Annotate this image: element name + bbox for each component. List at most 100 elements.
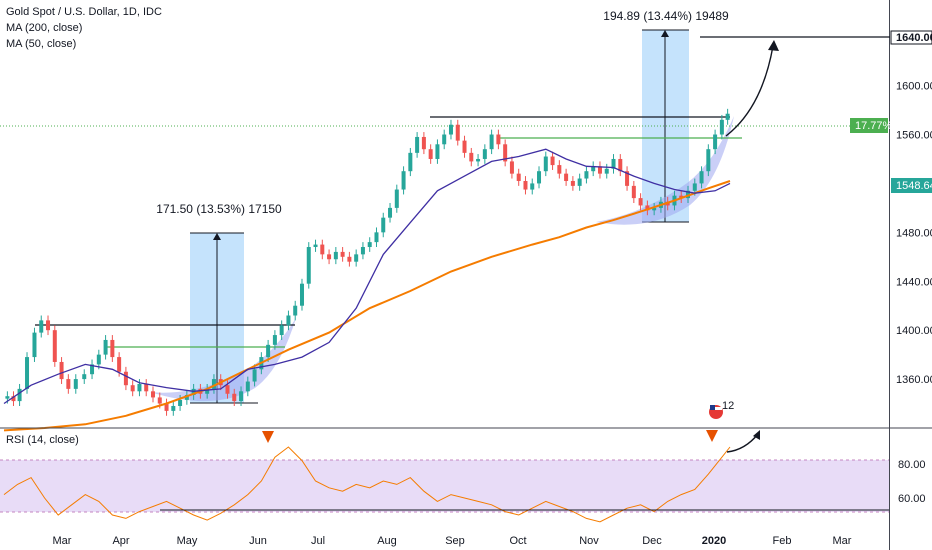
candle-body (523, 180, 528, 190)
candle-body (577, 178, 582, 186)
candle-body (435, 144, 440, 159)
candle-body (17, 388, 22, 402)
candle-body (719, 119, 724, 135)
candle-body (252, 369, 257, 382)
time-tick-label: Mar (833, 535, 852, 547)
time-tick-label: May (177, 535, 198, 547)
pct-tag: 17.77% (850, 118, 893, 133)
time-axis[interactable]: Mar Apr May Jun Jul Aug Sep Oct Nov Dec 2020 Feb Mar (53, 535, 852, 547)
event-marker[interactable]: 12 (709, 400, 734, 419)
candle-body (489, 134, 494, 150)
time-tick-label: Oct (509, 535, 526, 547)
candle-body (286, 315, 291, 326)
candle-body (476, 158, 481, 162)
candle-body (232, 393, 237, 402)
candle-body (455, 124, 460, 141)
candle-body (550, 156, 555, 166)
candle-body (631, 185, 636, 199)
candle-body (171, 405, 176, 411)
candle-body (421, 136, 426, 150)
candle-body (25, 357, 30, 389)
rsi-band (0, 460, 889, 512)
candle-body (428, 149, 433, 159)
rsi-axis[interactable]: 60.00 80.00 (898, 459, 926, 505)
candle-body (381, 217, 386, 233)
candle-body (367, 242, 372, 248)
rsi-tick-label: 60.00 (898, 493, 926, 505)
candle-body (503, 144, 508, 162)
candle-body (327, 254, 332, 260)
candle-body (90, 364, 95, 375)
candle-body (110, 339, 115, 358)
candle-body (123, 371, 128, 386)
candle-body (347, 256, 352, 262)
time-tick-label: Sep (445, 535, 465, 547)
range-label-1: 171.50 (13.53%) 17150 (156, 202, 282, 216)
price-axis[interactable]: 1360.001400.001440.001480.001520.001560.… (896, 32, 932, 386)
candle-body (543, 156, 548, 172)
candle-body (401, 171, 406, 190)
ma50-legend: MA (50, close) (6, 38, 77, 50)
event-count: 12 (722, 400, 734, 412)
candle-body (360, 247, 365, 255)
candle-body (388, 207, 393, 218)
price-panel[interactable]: 171.50 (13.53%) 17150 194.89 (13.44%) 19… (0, 0, 890, 550)
target-tag-text: 1640.00 (896, 32, 932, 44)
candle-body (52, 330, 57, 362)
chart-title: Gold Spot / U.S. Dollar, 1D, IDC (6, 6, 162, 18)
projection-arrow-head (768, 40, 779, 51)
candles-layer (5, 108, 730, 416)
candle-body (652, 207, 657, 211)
time-tick-label: 2020 (702, 535, 726, 547)
price-tick-label: 1440.00 (896, 276, 932, 288)
axis-separator (889, 0, 890, 550)
candle-body (448, 124, 453, 135)
projection-arrow (725, 45, 774, 137)
candle-body (469, 152, 474, 162)
candle-body (279, 325, 284, 336)
rsi-panel[interactable] (0, 427, 932, 523)
candle-body (516, 173, 521, 181)
last-price-tag: 1548.64 (891, 178, 932, 193)
candle-body (591, 166, 596, 172)
candle-body (686, 190, 691, 199)
candle-body (157, 397, 162, 404)
range-arrow-head-2 (661, 30, 669, 37)
bowl-shape-1 (150, 318, 296, 402)
time-tick-label: Jun (249, 535, 267, 547)
candle-body (340, 251, 345, 257)
time-tick-label: Jul (311, 535, 325, 547)
candle-body (103, 339, 108, 355)
candle-body (164, 403, 169, 411)
candle-body (618, 158, 623, 172)
range-arrow-head-1 (213, 233, 221, 240)
candle-body (130, 385, 135, 392)
candle-body (374, 232, 379, 243)
candle-body (150, 391, 155, 398)
candle-body (509, 161, 514, 174)
candle-body (11, 396, 16, 402)
ma200-legend: MA (200, close) (6, 22, 83, 34)
time-tick-label: Dec (642, 535, 662, 547)
candle-body (462, 140, 467, 153)
candle-body (32, 332, 37, 358)
rsi-projection-arrow (726, 433, 759, 453)
price-tick-label: 1600.00 (896, 81, 932, 93)
target-price-tag: 1640.00 (890, 30, 932, 45)
candle-body (530, 183, 535, 190)
candle-body (482, 149, 487, 159)
pct-tag-bg (850, 118, 888, 133)
candle-body (137, 383, 142, 392)
candle-body (211, 379, 216, 389)
rsi-marker-2 (706, 430, 718, 442)
pct-tag-text: 17.77% (855, 120, 893, 132)
candle-body (537, 171, 542, 184)
rsi-tick-label: 80.00 (898, 459, 926, 471)
price-panel-bg (0, 0, 890, 428)
rsi-legend: RSI (14, close) (6, 434, 79, 446)
time-tick-label: Mar (53, 535, 72, 547)
candle-body (638, 198, 643, 206)
candle-body (239, 391, 244, 402)
time-tick-label: Aug (377, 535, 397, 547)
